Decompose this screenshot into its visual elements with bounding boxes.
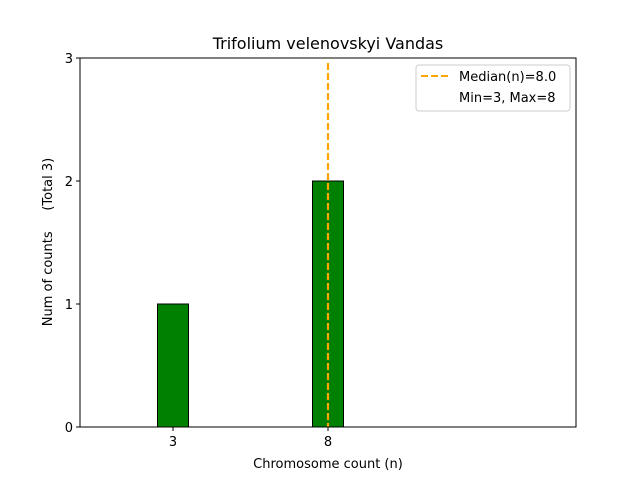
legend-box	[415, 64, 571, 112]
y-tick-label-1: 1	[65, 298, 73, 313]
plot-area: 3 8 0 1 2 3	[65, 52, 452, 450]
legend: Median(n)=8.0 Min=3, Max=8	[415, 64, 571, 112]
x-tick-label-3: 3	[169, 435, 177, 450]
legend-entry-range: Min=3, Max=8	[459, 91, 556, 106]
x-tick-label-8: 8	[324, 435, 332, 450]
legend-entry-median: Median(n)=8.0	[459, 70, 556, 85]
y-tick-label-2: 2	[65, 175, 73, 190]
bar-3	[157, 303, 189, 428]
y-tick-label-3: 3	[65, 52, 73, 67]
axes-frame	[79, 57, 577, 428]
y-axis-label: Num of counts (Total 3)	[41, 158, 56, 326]
chart-title: Trifolium velenovskyi Vandas	[212, 34, 444, 53]
y-tick-label-0: 0	[65, 421, 73, 436]
x-axis-label: Chromosome count (n)	[253, 457, 403, 472]
